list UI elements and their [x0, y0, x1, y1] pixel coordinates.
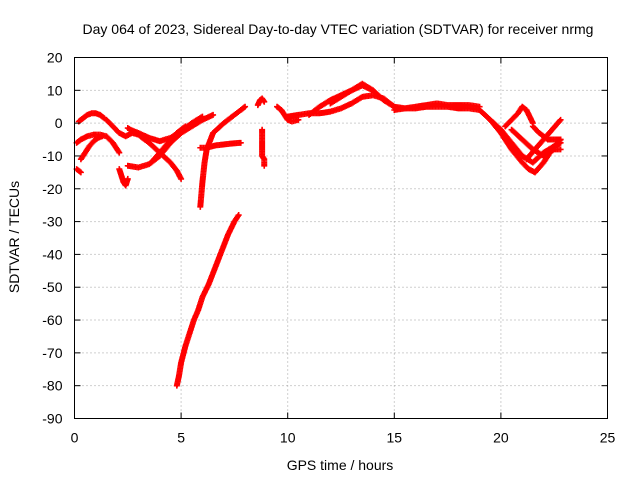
series-track-m	[197, 139, 244, 151]
x-tick-label: 20	[493, 430, 509, 446]
y-tick-label: -20	[42, 181, 62, 197]
y-tick-label: -10	[42, 148, 62, 164]
x-tick-label: 10	[280, 430, 296, 446]
y-tick-label: -40	[42, 246, 62, 262]
series-track-a	[75, 110, 108, 125]
series-track-c	[73, 166, 84, 176]
track-marker	[76, 168, 83, 175]
x-tick-label: 0	[71, 430, 79, 446]
data-point	[557, 136, 564, 143]
data-point	[210, 111, 217, 118]
series-track-e	[103, 116, 148, 143]
data-point	[77, 169, 84, 176]
series-track-j	[148, 123, 189, 166]
series-track-y	[523, 116, 564, 163]
y-tick-label: -30	[42, 214, 62, 230]
series-track-z	[529, 123, 564, 143]
x-tick-label: 15	[387, 430, 403, 446]
data-point	[182, 123, 189, 130]
series-track-t	[391, 100, 483, 114]
chart-title: Day 064 of 2023, Sidereal Day-to-day VTE…	[83, 21, 594, 37]
x-axis-label: GPS time / hours	[287, 457, 394, 473]
series-track-f	[116, 166, 131, 189]
data-point	[116, 149, 123, 156]
y-tick-label: -50	[42, 279, 62, 295]
series-track-h	[126, 113, 206, 145]
series-track-k	[173, 212, 242, 389]
y-tick-label: -90	[42, 411, 62, 427]
x-tick-label: 25	[600, 430, 616, 446]
data-point	[237, 139, 244, 146]
y-tick-label: 20	[47, 50, 63, 66]
series-track-x	[502, 103, 536, 130]
series-track-s	[327, 80, 398, 110]
data-point	[124, 175, 131, 182]
y-tick-label: 10	[47, 82, 63, 98]
y-tick-label: -80	[42, 378, 62, 394]
data-point	[235, 212, 242, 219]
series-track-d	[77, 133, 106, 163]
data-point	[242, 103, 249, 110]
data-point	[199, 113, 206, 120]
track-marker	[100, 114, 107, 121]
track-marker	[556, 117, 563, 124]
x-tick-label: 5	[177, 430, 185, 446]
y-tick-label: 0	[55, 115, 63, 131]
y-tick-label: -60	[42, 312, 62, 328]
series-track-o	[259, 126, 268, 169]
series-track-i	[124, 125, 185, 182]
track-marker	[240, 104, 247, 111]
data-point	[557, 146, 564, 153]
y-tick-label: -70	[42, 345, 62, 361]
axis-ticks: -90 -80 -70 -60 -50 -40 -30 -20 -10 0 10 20 0 5 10 15 20…	[42, 50, 615, 446]
series-track-n	[254, 95, 268, 109]
data-point	[557, 116, 564, 123]
data-point	[261, 162, 268, 169]
data-points	[73, 80, 564, 389]
y-axis-label: SDTVAR / TECUs	[6, 181, 22, 293]
data-point	[178, 175, 185, 182]
data-point	[261, 98, 268, 105]
series-track-l	[197, 103, 249, 210]
data-point	[99, 133, 106, 140]
plot-frame	[74, 57, 608, 419]
